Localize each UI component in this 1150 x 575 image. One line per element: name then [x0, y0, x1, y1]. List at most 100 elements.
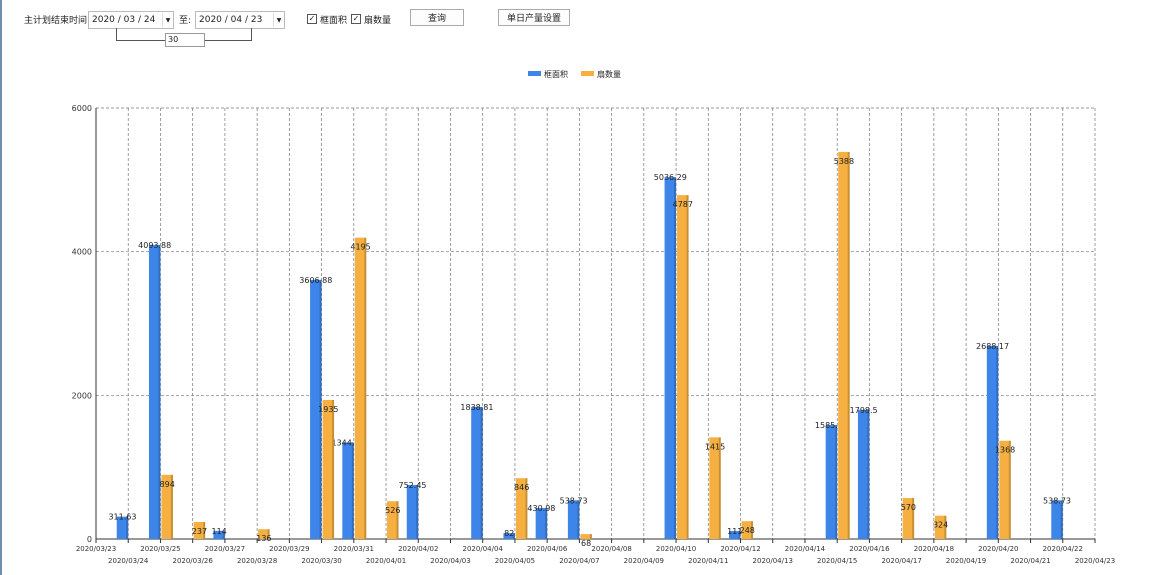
data-label: 1368	[995, 446, 1015, 455]
y-tick-label: 6000	[72, 104, 92, 113]
bar-shade	[738, 531, 741, 539]
bar-area	[471, 406, 483, 539]
bar-shade	[170, 474, 173, 539]
data-label: 894	[160, 480, 175, 489]
bar-count	[934, 515, 947, 539]
x-tick-label: 2020/04/22	[1043, 545, 1083, 553]
bar-shade	[718, 437, 721, 539]
bar-area	[825, 425, 838, 539]
legend-swatch	[528, 71, 541, 76]
bar-shade	[416, 484, 419, 539]
bar-area	[406, 484, 419, 539]
bar-area	[567, 500, 580, 539]
x-tick-label: 2020/04/13	[753, 557, 793, 565]
bar-shade	[480, 406, 483, 539]
days-count-field[interactable]: 30	[165, 33, 205, 47]
bar-area	[116, 516, 129, 539]
y-tick-label: 4000	[72, 248, 92, 257]
x-tick-label: 2020/04/08	[591, 545, 631, 553]
start-date-picker[interactable]: 2020 / 03 / 24 ▼	[88, 11, 174, 29]
data-label: 752.45	[399, 481, 427, 490]
x-tick-label: 2020/04/01	[366, 557, 406, 565]
bar-shade	[589, 534, 592, 539]
x-tick-label: 2020/03/24	[108, 557, 149, 565]
bar-area	[213, 530, 225, 539]
bar-shade	[332, 400, 335, 539]
bar-shade	[835, 425, 838, 539]
data-label: 538.73	[1043, 496, 1071, 505]
bar-area	[342, 442, 354, 539]
bar-count	[515, 478, 528, 539]
bar-count	[258, 529, 270, 539]
data-label: 3606.88	[299, 276, 332, 285]
bar-area	[664, 177, 677, 539]
bar-area	[503, 533, 515, 539]
bar-area	[857, 409, 870, 539]
data-label: 5036.29	[654, 173, 687, 182]
bar-area	[729, 531, 741, 539]
bar-shade	[751, 521, 754, 539]
x-tick-label: 2020/04/16	[849, 545, 890, 553]
x-tick-label: 2020/04/11	[688, 557, 728, 565]
bar-shade	[944, 515, 947, 539]
x-tick-label: 2020/04/04	[463, 545, 504, 553]
bar-shade	[867, 409, 870, 539]
legend-label: 框面积	[544, 69, 568, 79]
bar-shade	[351, 442, 354, 539]
x-tick-label: 2020/04/19	[946, 557, 986, 565]
bar-shade	[126, 516, 129, 539]
end-date-picker[interactable]: 2020 / 04 / 23 ▼	[195, 11, 285, 29]
data-label: 5388	[834, 157, 854, 166]
x-tick-label: 2020/04/09	[624, 557, 664, 565]
daily-output-settings-button[interactable]: 单日产量设置	[498, 9, 570, 26]
data-label: 538.73	[560, 496, 588, 505]
x-tick-label: 2020/03/29	[269, 545, 309, 553]
x-tick-label: 2020/04/17	[881, 557, 921, 565]
data-label: 4195	[350, 243, 370, 252]
data-label: 1344.95	[332, 438, 365, 447]
bar-count	[161, 474, 173, 539]
bar-count	[709, 437, 721, 539]
checkbox-area-label: 框面积	[320, 15, 348, 26]
checkbox-checked-icon[interactable]: ✓	[351, 14, 361, 24]
to-label: 至:	[179, 15, 192, 26]
data-label: 1585.96	[815, 421, 848, 430]
data-label: 4787	[673, 200, 693, 209]
x-tick-label: 2020/04/05	[495, 557, 535, 565]
checkbox-checked-icon[interactable]: ✓	[307, 14, 317, 24]
bar-count	[580, 534, 592, 539]
bar-area	[148, 244, 161, 539]
data-label: 248	[740, 526, 755, 535]
chevron-down-icon[interactable]: ▼	[162, 13, 173, 27]
data-label: 1935	[318, 405, 338, 414]
x-tick-label: 2020/03/27	[205, 545, 245, 553]
x-tick-label: 2020/04/21	[1010, 557, 1050, 565]
bar-count	[999, 440, 1011, 539]
bar-shade	[912, 498, 915, 539]
bar-area	[535, 508, 548, 539]
checkbox-count[interactable]: ✓ 扇数量	[351, 11, 391, 27]
bar-shade	[512, 533, 515, 539]
x-tick-label: 2020/04/02	[398, 545, 438, 553]
bar-shade	[674, 177, 677, 539]
bar-count	[677, 195, 689, 539]
bar-shade	[847, 151, 850, 539]
data-label: 311.63	[108, 513, 136, 522]
bar-shade	[545, 508, 548, 539]
bar-area	[310, 279, 322, 539]
data-label: 82	[504, 529, 514, 538]
bar-shade	[996, 345, 999, 539]
query-button[interactable]: 查询	[410, 9, 464, 26]
legend-swatch	[581, 71, 594, 76]
data-label: 1798.5	[850, 406, 878, 415]
x-tick-label: 2020/04/23	[1075, 557, 1115, 565]
data-label: 114	[212, 527, 227, 536]
data-label: 237	[192, 527, 207, 536]
x-tick-label: 2020/04/15	[817, 557, 857, 565]
bar-count	[902, 498, 915, 539]
data-label: 324	[933, 521, 948, 530]
end-date-value: 2020 / 04 / 23	[199, 15, 263, 25]
checkbox-area[interactable]: ✓ 框面积	[307, 11, 347, 27]
data-label: 526	[385, 506, 400, 515]
chevron-down-icon[interactable]: ▼	[273, 13, 284, 27]
